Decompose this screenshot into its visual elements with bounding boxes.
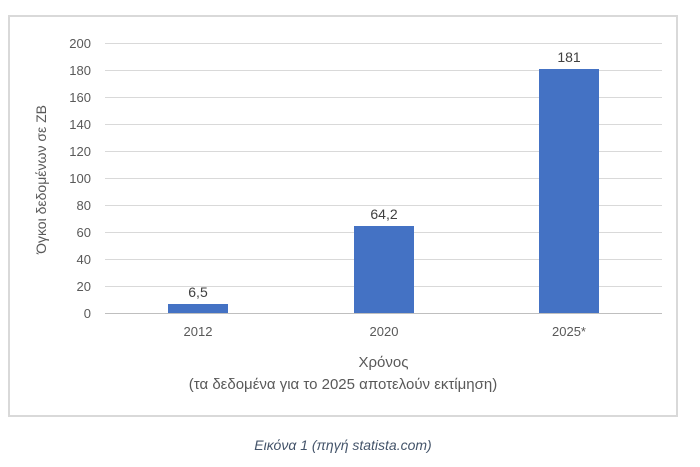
bar-value-label: 64,2 bbox=[370, 206, 398, 222]
chart-frame: Όγκοι δεδομένων σε ZB 6,5 64,2 181 0 20 40 60… bbox=[8, 15, 678, 417]
y-tick-label: 80 bbox=[76, 198, 91, 213]
gridline bbox=[105, 97, 662, 98]
y-tick-label: 180 bbox=[69, 63, 91, 78]
x-axis-title: Χρόνος bbox=[358, 354, 409, 371]
x-tick-label: 2012 bbox=[183, 324, 213, 339]
bar bbox=[168, 304, 228, 313]
x-axis-line bbox=[105, 313, 662, 314]
y-tick-label: 160 bbox=[69, 90, 91, 105]
figure-caption: Εικόνα 1 (πηγή statista.com) bbox=[254, 437, 432, 453]
gridline bbox=[105, 43, 662, 44]
bar-value-label: 6,5 bbox=[188, 284, 208, 300]
y-tick-label: 20 bbox=[76, 279, 91, 294]
y-tick-label: 140 bbox=[69, 117, 91, 132]
gridline bbox=[105, 151, 662, 152]
x-tick-label: 2020 bbox=[369, 324, 399, 339]
gridline bbox=[105, 124, 662, 125]
bar-value-label: 181 bbox=[557, 49, 581, 65]
x-tick-label: 2025* bbox=[552, 324, 586, 339]
y-tick-label: 0 bbox=[83, 306, 91, 321]
x-axis-subtitle: (τα δεδομένα για το 2025 αποτελούν εκτίμ… bbox=[188, 376, 498, 393]
gridline bbox=[105, 70, 662, 71]
bar bbox=[539, 69, 599, 313]
gridline bbox=[105, 178, 662, 179]
y-tick-label: 100 bbox=[69, 171, 91, 186]
y-tick-label: 40 bbox=[76, 252, 91, 267]
plot-area: 6,5 64,2 181 bbox=[105, 43, 662, 314]
y-tick-label: 60 bbox=[76, 225, 91, 240]
y-tick-label: 200 bbox=[69, 36, 91, 51]
y-tick-label: 120 bbox=[69, 144, 91, 159]
gridline bbox=[105, 205, 662, 206]
bar bbox=[354, 226, 414, 313]
